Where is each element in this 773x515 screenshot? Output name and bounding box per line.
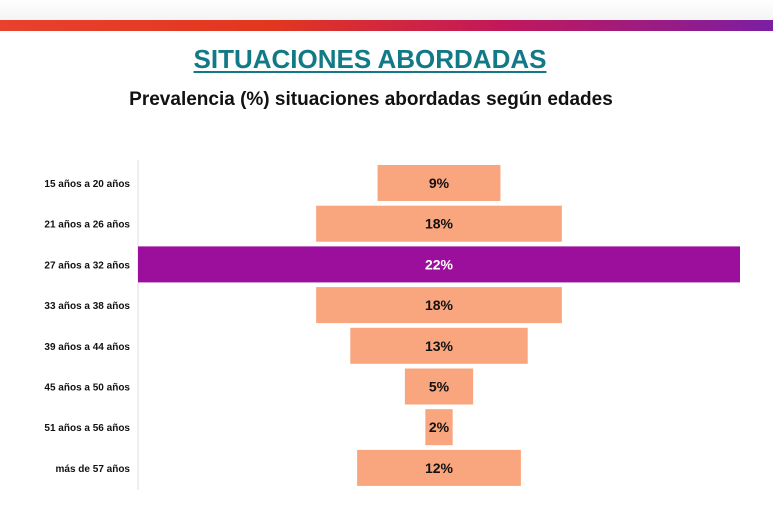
bar bbox=[316, 205, 562, 242]
page-title: SITUACIONES ABORDADAS bbox=[193, 44, 547, 74]
bar bbox=[404, 368, 474, 405]
bar bbox=[425, 409, 453, 446]
category-label: 15 años a 20 años bbox=[44, 179, 130, 190]
bar bbox=[316, 287, 562, 324]
category-label: 21 años a 26 años bbox=[44, 220, 130, 231]
bar-value-label: 9% bbox=[429, 175, 450, 191]
bar-value-label: 18% bbox=[425, 297, 454, 313]
bar-value-label: 2% bbox=[429, 419, 450, 435]
bar bbox=[350, 327, 528, 364]
bar-value-label: 13% bbox=[425, 338, 454, 354]
header-gradient-bar bbox=[0, 20, 773, 31]
category-label: 27 años a 32 años bbox=[44, 260, 130, 271]
bar-value-label: 18% bbox=[425, 216, 454, 232]
bar bbox=[357, 449, 521, 486]
chart-subtitle: Prevalencia (%) situaciones abordadas se… bbox=[129, 89, 613, 110]
category-label: 39 años a 44 años bbox=[44, 342, 130, 353]
category-label: 45 años a 50 años bbox=[44, 383, 130, 394]
bar-value-label: 22% bbox=[425, 256, 454, 272]
category-label: 51 años a 56 años bbox=[44, 423, 130, 434]
bar-highlighted bbox=[138, 246, 740, 283]
bar-value-label: 5% bbox=[429, 379, 450, 395]
category-label: más de 57 años bbox=[56, 464, 131, 475]
category-label: 33 años a 38 años bbox=[44, 301, 130, 312]
bar bbox=[377, 165, 501, 201]
bar-value-label: 12% bbox=[425, 460, 454, 476]
header-shade bbox=[0, 0, 773, 20]
